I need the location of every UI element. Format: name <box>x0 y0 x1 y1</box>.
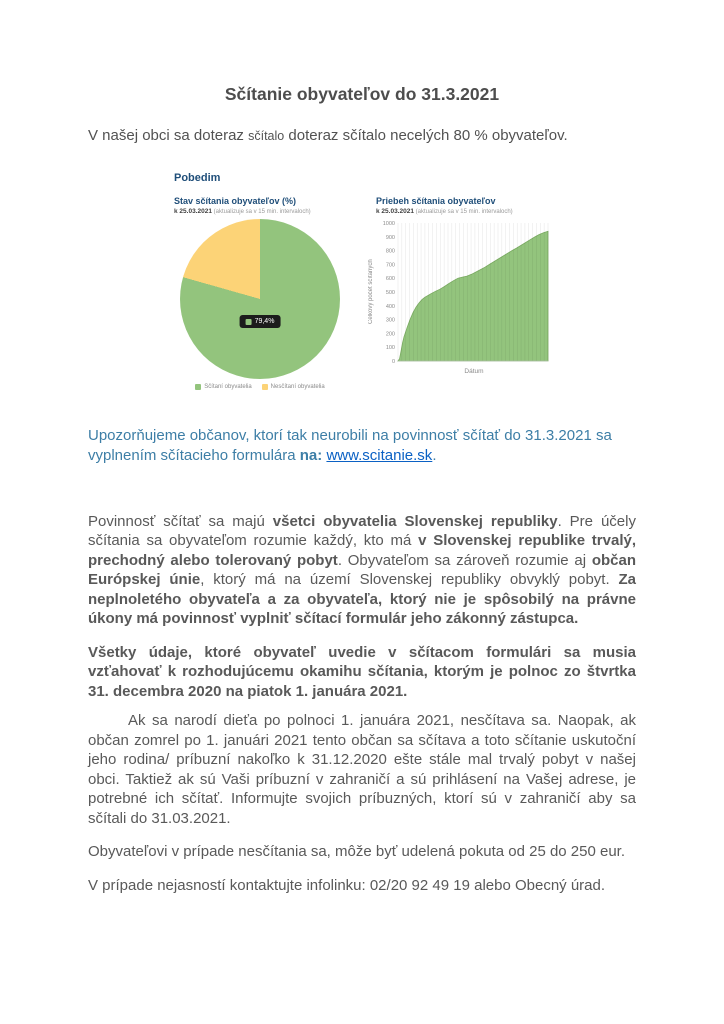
legend-label: Nesčítaní obyvatelia <box>270 384 325 390</box>
pie-legend: Sčítaní obyvatelia Nesčítaní obyvatelia <box>166 384 354 390</box>
svg-text:0: 0 <box>392 359 395 365</box>
census-dashboard: Pobedim Stav sčítania obyvateľov (%) k 2… <box>166 172 558 390</box>
notice-paragraph: Upozorňujeme občanov, ktorí tak neurobil… <box>88 426 636 466</box>
page-title: Sčítanie obyvateľov do 31.3.2021 <box>224 84 500 104</box>
area-chart-area: Celkový počet sčítaných 0 100 200 300 400 500… <box>368 219 556 367</box>
svg-text:900: 900 <box>386 235 395 241</box>
svg-text:800: 800 <box>386 249 395 255</box>
svg-text:300: 300 <box>386 318 395 324</box>
text-run: v Slovenskej republike trvalý, prechodný… <box>88 532 636 569</box>
pie-chart-subtitle: k 25.03.2021 (aktualizuje sa v 15 min. i… <box>174 208 354 215</box>
text-run: doteraz sčítalo necelých 80 % obyvateľov… <box>284 127 568 144</box>
svg-text:700: 700 <box>386 262 395 268</box>
area-chart-subtitle: k 25.03.2021 (aktualizuje sa v 15 min. i… <box>376 208 556 215</box>
svg-text:600: 600 <box>386 276 395 282</box>
text-run: . Pre účely sčítania sa obyvateľom rozum… <box>88 512 636 550</box>
svg-text:500: 500 <box>386 290 395 296</box>
pie-chart <box>180 219 340 379</box>
pie-chart-date: k 25.03.2021 <box>174 208 212 215</box>
area-chart-date: k 25.03.2021 <box>376 208 414 215</box>
area-chart: 0 100 200 300 400 500 600 700 800 900 1000 <box>383 221 549 365</box>
area-chart-xlabel: Dátum <box>464 368 484 375</box>
contact-paragraph: V prípade nejasností kontaktujte infolin… <box>88 876 606 894</box>
area-chart-ylabel: Celkový počet sčítaných <box>368 259 374 325</box>
pie-tooltip: 79,4% <box>239 315 281 328</box>
pie-tooltip-swatch <box>245 318 252 325</box>
legend-swatch <box>261 384 268 390</box>
text-run: všetci obyvatelia Slovenskej republiky <box>272 512 558 530</box>
charts-row: Stav sčítania obyvateľov (%) k 25.03.202… <box>166 196 558 390</box>
legend-swatch <box>195 384 202 390</box>
text-run: Za neplnoletého obyvateľa a za obyvateľa… <box>88 571 637 628</box>
text-run: , ktorý má na území Slovenskej republiky… <box>200 571 619 589</box>
legend-label: Sčítaní obyvatelia <box>204 384 252 390</box>
municipality-name: Pobedim <box>174 172 221 184</box>
pie-chart-area: 79,4% <box>180 219 340 379</box>
birth-death-paragraph: Ak sa narodí dieťa po polnoci 1. januára… <box>88 712 636 827</box>
text-run: V našej obci sa doteraz <box>88 127 249 144</box>
reference-moment-paragraph: Všetky údaje, ktoré obyvateľ uvedie v sč… <box>88 643 636 700</box>
pie-tooltip-value: 79,4% <box>254 318 275 325</box>
svg-text:200: 200 <box>386 331 395 337</box>
pie-chart-title: Stav sčítania obyvateľov (%) <box>174 196 297 206</box>
text-run: Upozorňujeme občanov, ktorí tak neurobil… <box>88 427 612 464</box>
pie-chart-block: Stav sčítania obyvateľov (%) k 25.03.202… <box>166 196 354 390</box>
svg-text:100: 100 <box>386 345 395 351</box>
fine-paragraph: Obyvateľovi v prípade nesčítania sa, môž… <box>88 843 626 861</box>
area-chart-title: Priebeh sčítania obyvateľov <box>376 196 496 206</box>
pie-chart-note: (aktualizuje sa v 15 min. intervaloch) <box>213 209 311 215</box>
text-run: občan Európskej únie <box>88 551 636 589</box>
svg-text:400: 400 <box>386 304 395 310</box>
legend-item: Nesčítaní obyvatelia <box>261 384 325 390</box>
text-run: sčítalo <box>248 129 285 143</box>
text-run: . Obyvateľom sa zároveň rozumie aj <box>337 551 592 569</box>
svg-text:1000: 1000 <box>383 221 395 227</box>
text-run: na: <box>299 446 327 464</box>
text-run: Povinnosť sčítať sa majú <box>88 512 273 530</box>
area-chart-note: (aktualizuje sa v 15 min. intervaloch) <box>415 209 513 215</box>
duty-paragraph: Povinnosť sčítať sa majú všetci obyvatel… <box>88 512 636 629</box>
area-chart-block: Priebeh sčítania obyvateľov k 25.03.2021… <box>368 196 556 390</box>
text-run: . <box>432 446 437 464</box>
scitanie-link[interactable]: www.scitanie.sk <box>326 446 433 464</box>
legend-item: Sčítaní obyvatelia <box>195 384 252 390</box>
intro-paragraph: V našej obci sa doteraz sčítalo doteraz … <box>88 127 636 144</box>
